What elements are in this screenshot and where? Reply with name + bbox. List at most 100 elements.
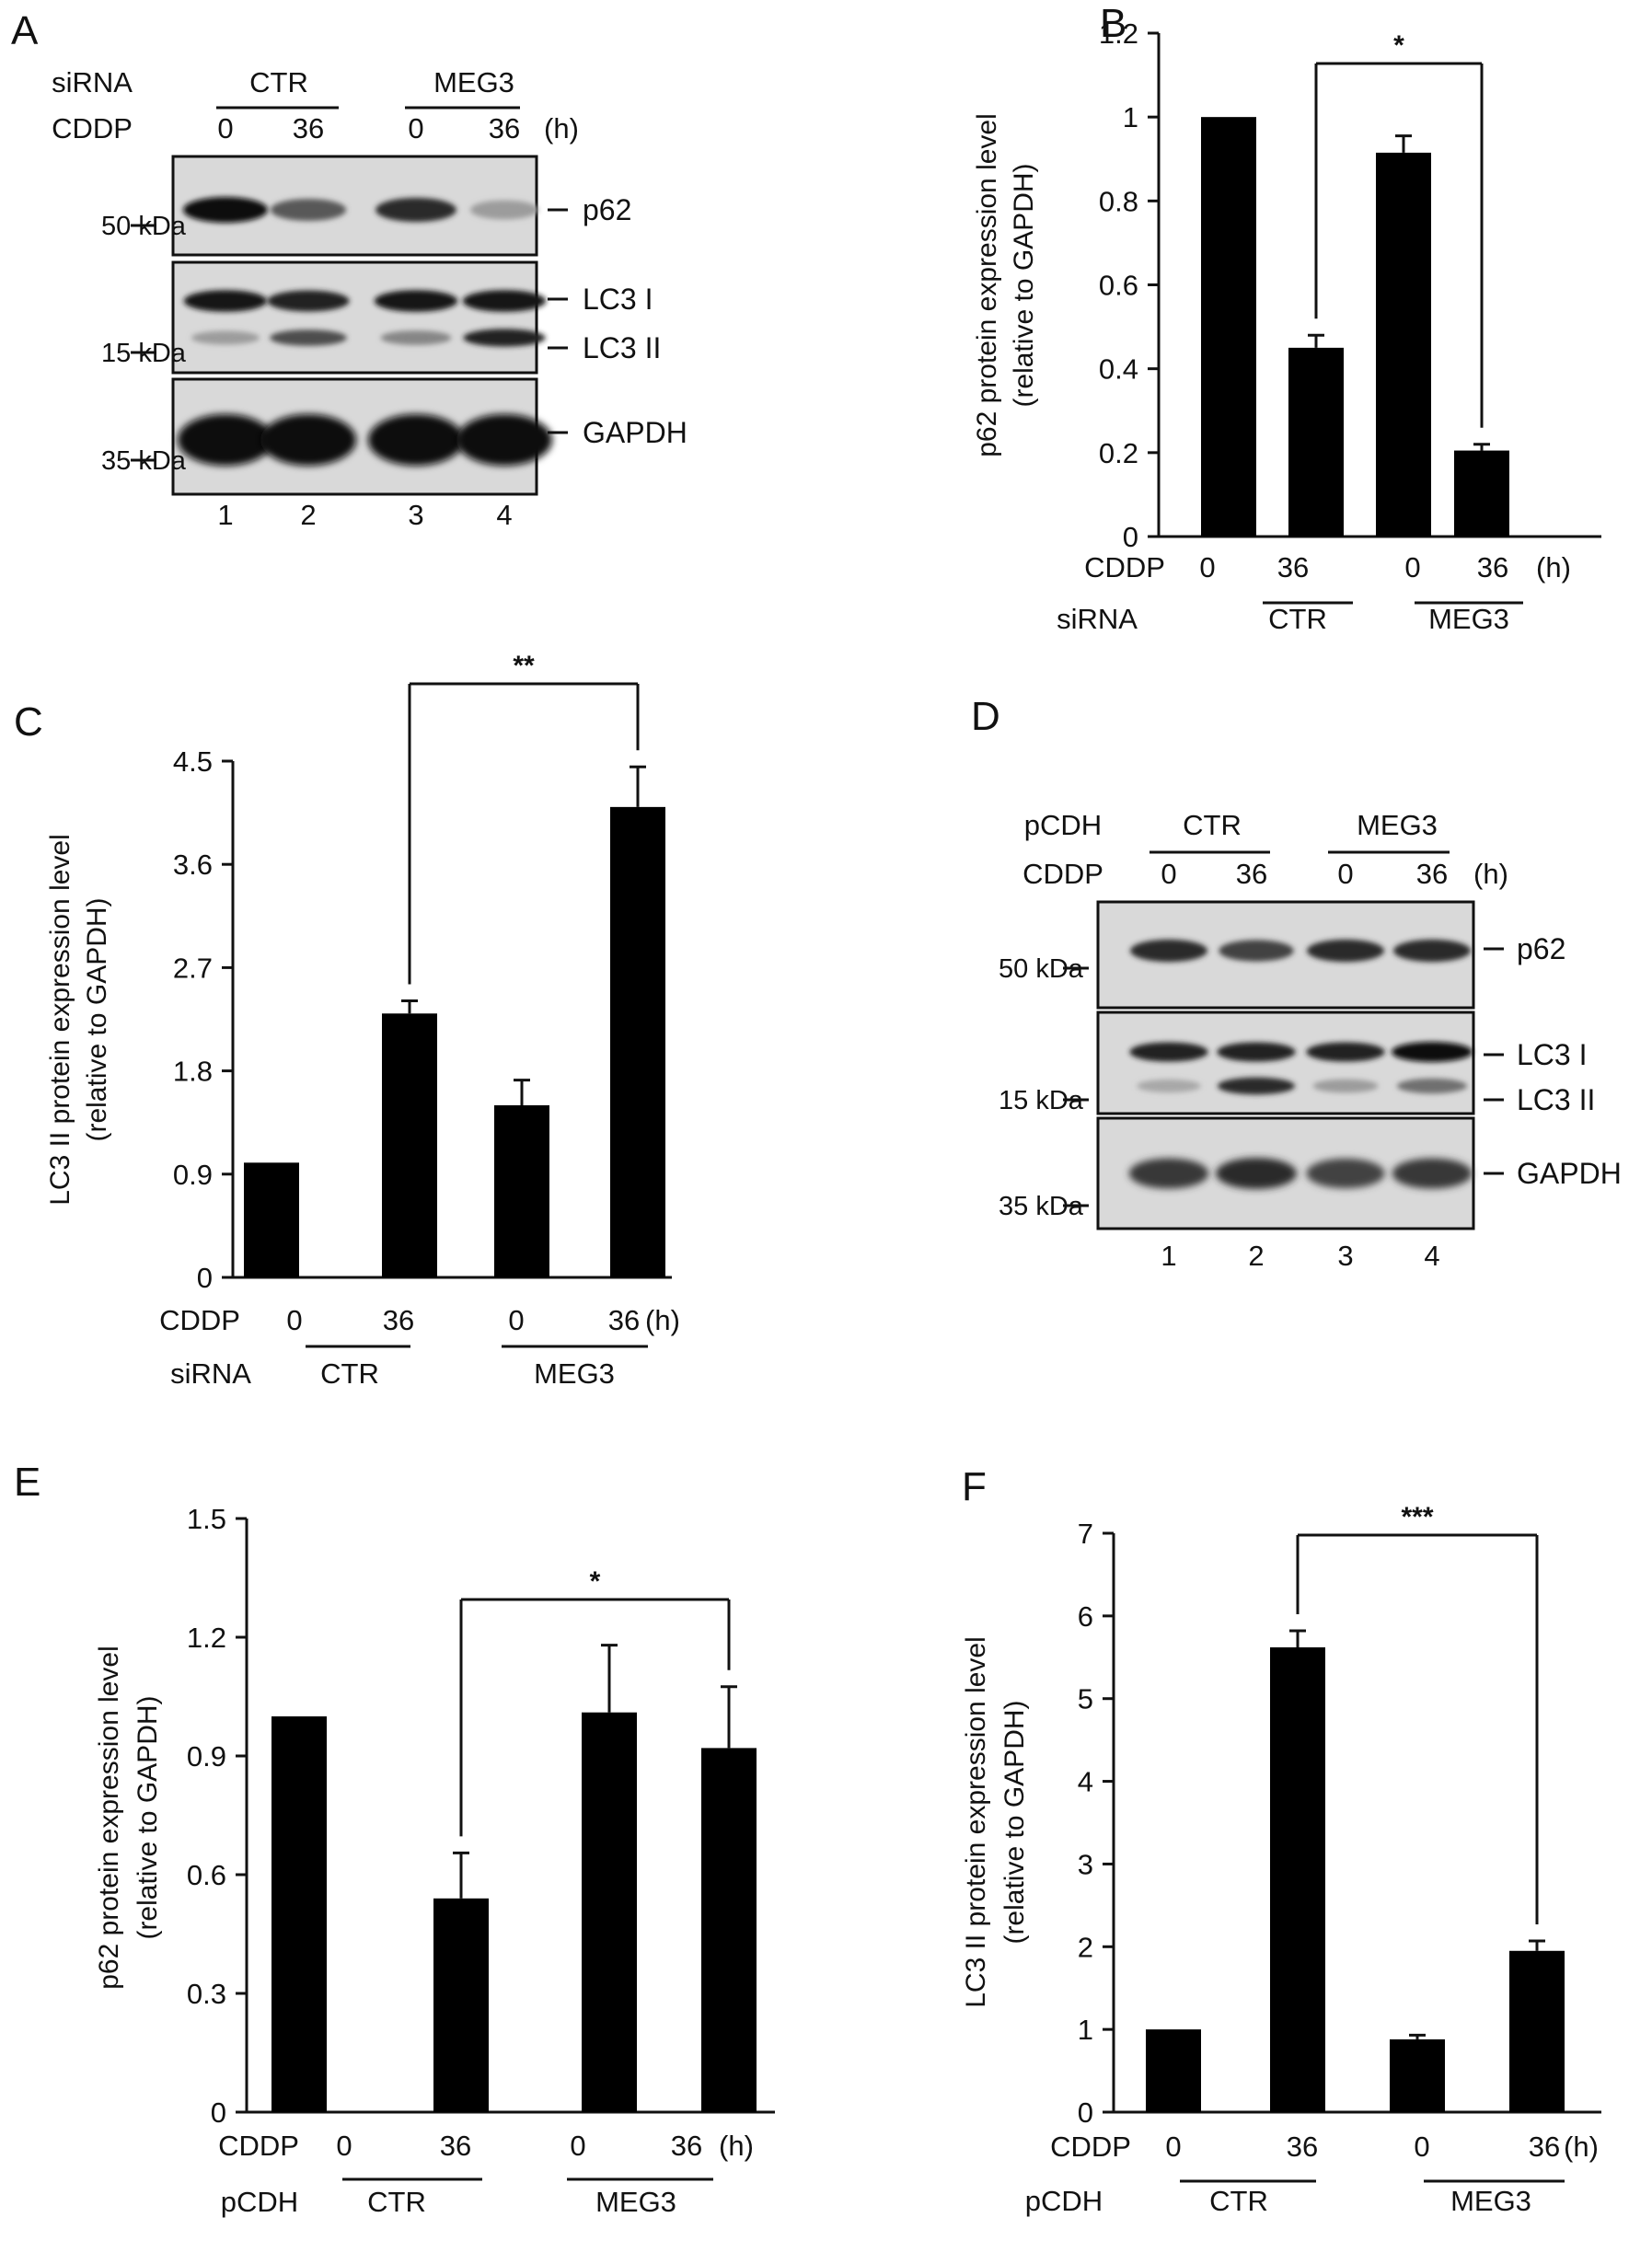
- y-axis-title: p62 protein expression level: [94, 1646, 124, 1990]
- protein-band: [374, 290, 458, 312]
- y-tick-label: 0.3: [187, 1978, 226, 2010]
- band-label: GAPDH: [1517, 1157, 1622, 1190]
- panel-label: B: [1100, 1, 1126, 46]
- protein-band: [1216, 1158, 1297, 1189]
- bar: [701, 1748, 757, 2112]
- bar: [1376, 152, 1431, 537]
- protein-band: [375, 197, 456, 223]
- bar: [1288, 347, 1344, 537]
- time-row-label: CDDP: [1050, 2131, 1131, 2163]
- y-tick-label: 1.5: [187, 1503, 226, 1535]
- protein-band: [1392, 1042, 1473, 1062]
- protein-band: [462, 290, 547, 312]
- protein-band: [1217, 1042, 1296, 1062]
- protein-band: [267, 290, 350, 312]
- time-value: 0: [217, 112, 233, 144]
- protein-band: [1392, 939, 1472, 963]
- time-row-label: CDDP: [218, 2130, 299, 2162]
- protein-band: [1129, 939, 1208, 963]
- time-value: 36: [1529, 2131, 1560, 2163]
- bar: [1201, 117, 1256, 537]
- y-tick-label: 0.2: [1099, 437, 1138, 469]
- group-label: CTR: [1209, 2185, 1268, 2217]
- group-label: CTR: [1183, 809, 1242, 841]
- significance-label: *: [590, 1566, 601, 1597]
- protein-band: [1392, 1158, 1473, 1189]
- y-tick-label: 6: [1078, 1600, 1093, 1633]
- time-value: 36: [608, 1304, 640, 1336]
- y-tick-label: 0: [211, 2096, 226, 2129]
- y-axis-title-line2: (relative to GAPDH): [999, 1700, 1030, 1944]
- protein-band: [183, 197, 268, 223]
- y-axis-title: LC3 II protein expression level: [45, 834, 75, 1206]
- time-row-label: CDDP: [1022, 858, 1103, 890]
- time-value: 0: [286, 1304, 302, 1336]
- group-label: MEG3: [1450, 2185, 1531, 2217]
- blot-membrane: [1096, 1011, 1475, 1115]
- protein-band: [1306, 939, 1385, 963]
- y-tick-label: 1.8: [173, 1056, 213, 1088]
- protein-band: [270, 329, 347, 346]
- protein-band: [1396, 1078, 1468, 1094]
- time-value: 0: [408, 112, 423, 144]
- band-label: GAPDH: [583, 416, 687, 449]
- time-value: 0: [1199, 551, 1215, 583]
- time-value: 36: [1477, 551, 1508, 583]
- band-label: LC3 II: [1517, 1083, 1595, 1116]
- y-tick-label: 7: [1078, 1518, 1093, 1550]
- lane-number: 3: [408, 499, 423, 531]
- protein-band: [1312, 1079, 1379, 1093]
- panel-label: C: [14, 699, 43, 745]
- y-tick-label: 0.6: [187, 1859, 226, 1891]
- protein-band: [368, 414, 464, 466]
- protein-band: [463, 329, 546, 347]
- band-label: LC3 I: [583, 283, 653, 316]
- bar: [433, 1898, 489, 2112]
- time-unit: (h): [544, 112, 579, 144]
- time-row-label: CDDP: [1084, 551, 1165, 583]
- protein-band: [1219, 940, 1294, 962]
- bar: [1270, 1647, 1325, 2112]
- protein-band: [178, 414, 273, 466]
- time-unit: (h): [1536, 551, 1571, 583]
- y-axis-title: LC3 II protein expression level: [961, 1636, 991, 2008]
- significance-label: **: [513, 651, 535, 681]
- time-value: 36: [671, 2130, 702, 2162]
- significance-label: *: [1393, 30, 1404, 61]
- time-value: 0: [1165, 2131, 1181, 2163]
- panel-label: F: [962, 1464, 987, 1509]
- treatment-row-label: pCDH: [1025, 2185, 1103, 2217]
- y-tick-label: 2.7: [173, 952, 213, 984]
- bar: [1509, 1950, 1565, 2112]
- group-label: CTR: [320, 1357, 379, 1390]
- time-value: 0: [1337, 858, 1353, 890]
- time-value: 36: [1287, 2131, 1318, 2163]
- y-tick-label: 0.6: [1099, 270, 1138, 302]
- chart-panel-b: B 0 0.2 0.4 0.6 0.8 1 1.2 p62 protein expression…: [972, 1, 1601, 635]
- group-label: CTR: [249, 66, 308, 98]
- y-tick-label: 4.5: [173, 745, 213, 778]
- y-tick-label: 2: [1078, 1931, 1093, 1963]
- protein-band: [260, 414, 356, 466]
- bar: [271, 1716, 327, 2112]
- chart-panel-e: E 0 0.3 0.6 0.9 1.2 1.5 p62 protein expression …: [14, 1460, 775, 2218]
- group-label: MEG3: [433, 66, 514, 98]
- time-value: 36: [1236, 858, 1267, 890]
- bar: [382, 1013, 437, 1277]
- y-tick-label: 0.4: [1099, 353, 1138, 386]
- chart-panel-f: F 0 1 2 3 4 5 6 7 LC3 II protein expression level…: [961, 1464, 1601, 2217]
- y-axis-title-line2: (relative to GAPDH): [1009, 163, 1039, 407]
- group-label: CTR: [1268, 603, 1327, 635]
- y-axis-title: p62 protein expression level: [972, 113, 1002, 457]
- time-row-label: CDDP: [159, 1304, 240, 1336]
- panel-label: A: [11, 8, 39, 53]
- time-value: 36: [1277, 551, 1309, 583]
- y-tick-label: 1.2: [187, 1622, 226, 1654]
- protein-band: [1129, 1042, 1208, 1062]
- bar: [610, 806, 665, 1277]
- panel-label: E: [14, 1460, 40, 1505]
- protein-band: [1306, 1042, 1385, 1062]
- protein-band: [183, 290, 268, 312]
